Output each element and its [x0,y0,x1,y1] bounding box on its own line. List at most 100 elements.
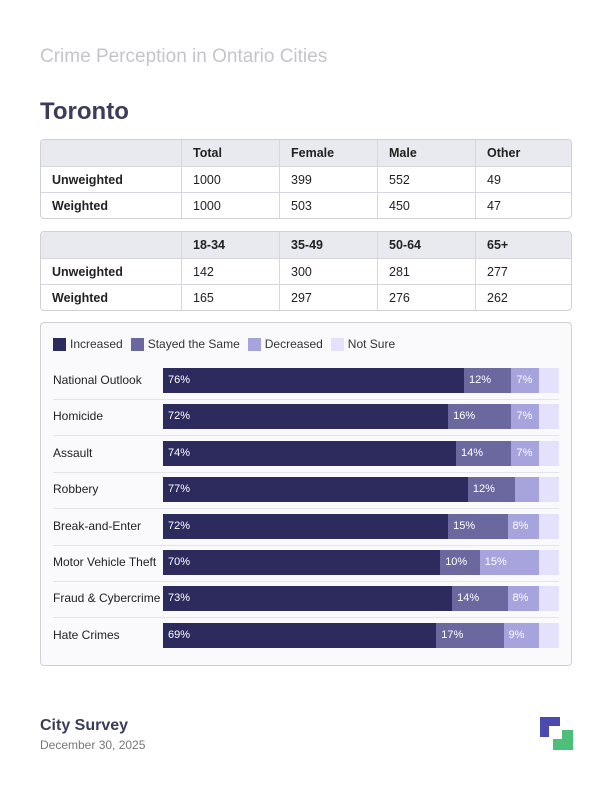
legend-item-increased: Increased [53,337,123,351]
legend-swatch [130,337,144,351]
bar-segment-stayed-the-same: 17% [436,622,504,648]
table-cell: 552 [377,166,475,192]
table-header-cell: 18-34 [181,232,279,258]
bar-segment-stayed-the-same: 12% [463,368,512,393]
table-cell: 142 [181,258,279,284]
bar-segment-decreased: 7% [511,368,540,393]
table-header-cell: 50-64 [377,232,475,258]
bar-segment-decreased [515,477,540,503]
legend-label: Increased [70,337,123,351]
data-label: 9% [508,628,525,641]
bar-segment-stayed-the-same: 12% [467,477,516,503]
table-row: Unweighted 1000 399 552 49 [41,166,571,192]
table-header-cell [41,140,181,166]
data-label: 7% [516,446,533,459]
legend-item-not-sure: Not Sure [330,337,395,351]
table-row: Weighted 1000 503 450 47 [41,192,571,218]
chart-row-fraud-cybercrime: Fraud & Cybercrime 73% 14% 8% [53,581,559,619]
data-label: 77% [168,483,191,496]
bar-segment-stayed-the-same: 16% [448,404,512,430]
legend-item-stayed-the-same: Stayed the Same [130,337,240,351]
table-row: Weighted 165 297 276 262 [41,284,571,310]
bar-segment-stayed-the-same: 10% [440,550,480,575]
chart-row-motor-vehicle-theft: Motor Vehicle Theft 70% 10% 15% [53,545,559,582]
bar-segment-decreased: 8% [507,586,540,612]
table-cell: 1000 [181,192,279,218]
row-label: Unweighted [41,258,181,284]
table-cell: 165 [181,284,279,310]
category-label: Assault [53,445,93,460]
table-cell: 297 [279,284,377,310]
bar-segment-not-sure [539,440,559,466]
table-cell: 281 [377,258,475,284]
footer-title: City Survey [40,717,129,734]
table-cell: 276 [377,284,475,310]
table-header-cell [41,232,181,258]
bar-segment-not-sure [539,477,559,503]
table-header-row: Total Female Male Other [41,140,571,166]
data-label: 73% [168,592,191,605]
category-label: National Outlook [53,373,142,387]
chart-row-robbery: Robbery 77% 12% [53,472,559,510]
bar-segment-increased: 70% [163,550,441,575]
data-label: 12% [468,374,491,386]
data-label: 14% [461,446,484,459]
stacked-bar-chart: Increased Stayed the Same Decreased Not Sur… [40,322,572,666]
data-label: 8% [512,592,529,605]
table-header-cell: 65+ [475,232,571,258]
category-label: Robbery [53,482,99,497]
chart-row-national-outlook: National Outlook 76% 12% 7% [53,363,559,400]
bar-segment-stayed-the-same: 14% [456,440,512,466]
bar-segment-increased: 73% [163,586,453,612]
table-cell: 399 [279,166,377,192]
data-label: 7% [516,410,533,423]
bar-segment-decreased: 8% [507,513,540,539]
stacked-bar: 76% 12% 7% [163,368,559,393]
bar-segment-increased: 74% [163,440,457,466]
data-label: 10% [445,556,468,568]
bar-segment-not-sure [539,368,559,393]
data-label: 12% [472,483,495,496]
table-header-row: 18-34 35-49 50-64 65+ [41,232,571,258]
table-header-cell: Male [377,140,475,166]
table-row: Unweighted 142 300 281 277 [41,258,571,284]
legend-label: Stayed the Same [147,337,240,351]
bar-segment-increased: 76% [163,368,464,393]
legend-swatch [53,337,66,351]
bar-segment-not-sure [539,550,559,575]
category-label: Hate Crimes [53,627,120,642]
stacked-bar: 70% 10% 15% [163,550,559,575]
stacked-bar: 72% 16% 7% [163,404,559,430]
table-header-cell: Female [279,140,377,166]
data-label: 74% [168,446,191,459]
brand-logo-icon [540,717,573,750]
table-header-cell: Other [475,140,571,166]
data-label: 72% [168,519,191,532]
bar-segment-increased: 69% [163,622,437,648]
age-sample-table: 18-34 35-49 50-64 65+ Unweighted 142 300… [40,231,572,311]
row-label: Weighted [41,192,181,218]
bar-segment-increased: 72% [163,513,449,539]
legend-label: Decreased [264,337,323,351]
data-label: 8% [512,519,529,532]
bar-segment-decreased: 15% [479,550,540,575]
stacked-bar: 77% 12% [163,477,559,503]
chart-row-break-and-enter: Break-and-Enter 72% 15% 8% [53,509,559,546]
row-label: Weighted [41,284,181,310]
chart-row-assault: Assault 74% 14% 7% [53,436,559,473]
chart-row-hate-crimes: Hate Crimes 69% 17% 9% [53,618,559,654]
data-label: 15% [484,556,507,568]
bar-segment-not-sure [539,622,559,648]
data-label: 17% [441,628,464,641]
category-label: Motor Vehicle Theft [53,555,157,569]
bar-segment-stayed-the-same: 15% [448,513,508,539]
table-cell: 277 [475,258,571,284]
data-label: 7% [516,374,533,386]
category-label: Fraud & Cybercrime [53,591,161,606]
table-cell: 1000 [181,166,279,192]
bar-segment-decreased: 7% [511,404,540,430]
bar-segment-not-sure [539,404,559,430]
gender-sample-table: Total Female Male Other Unweighted 1000 … [40,139,572,219]
stacked-bar: 74% 14% 7% [163,440,559,466]
data-label: 14% [457,592,480,605]
